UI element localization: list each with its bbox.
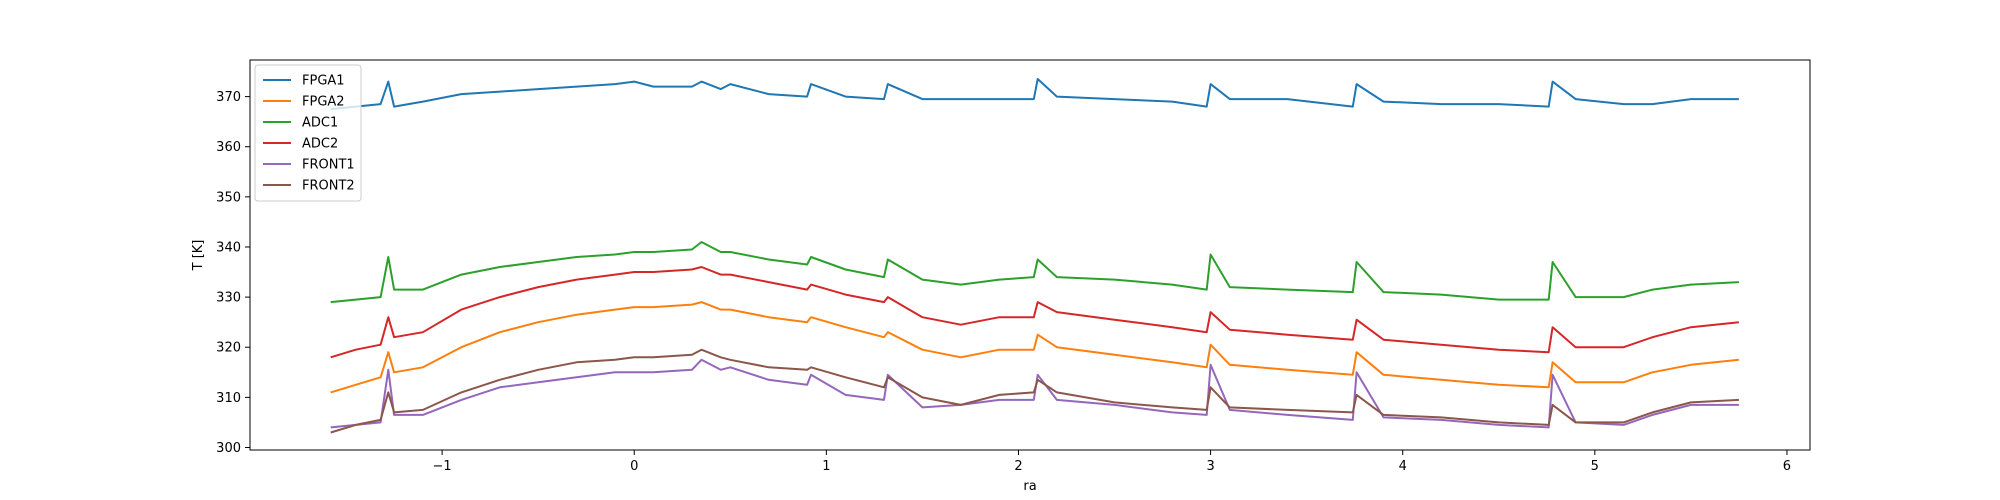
series-line-fpga1 bbox=[330, 78, 1739, 111]
x-tick-label: 4 bbox=[1399, 459, 1407, 474]
legend-label-fpga1: FPGA1 bbox=[302, 74, 345, 89]
series-line-adc1 bbox=[330, 241, 1739, 304]
legend-label-adc2: ADC2 bbox=[302, 137, 338, 152]
x-tick-label: 6 bbox=[1783, 459, 1791, 474]
y-tick-label: 330 bbox=[216, 291, 241, 306]
y-axis-ticks: 300 310 320 330 340 350 360 370 bbox=[216, 90, 250, 456]
y-axis-label: T [K] bbox=[191, 240, 206, 272]
legend-label-front1: FRONT1 bbox=[302, 158, 355, 173]
legend-label-fpga2: FPGA2 bbox=[302, 95, 345, 110]
series-line-front1 bbox=[330, 358, 1739, 429]
x-tick-label: 5 bbox=[1591, 459, 1599, 474]
legend-box bbox=[254, 64, 362, 202]
x-tick-label: 3 bbox=[1206, 459, 1214, 474]
x-tick-label: −1 bbox=[433, 459, 452, 474]
series-line-front2 bbox=[330, 348, 1739, 434]
legend: FPGA1 FPGA2 ADC1 ADC2 FRONT1 FRONT2 bbox=[254, 64, 362, 202]
x-tick-label: 1 bbox=[822, 459, 830, 474]
y-tick-label: 370 bbox=[216, 90, 241, 105]
x-axis-ticks: −1 0 1 2 3 4 5 6 bbox=[433, 450, 1791, 474]
y-tick-label: 350 bbox=[216, 190, 241, 205]
legend-items: FPGA1 FPGA2 ADC1 ADC2 FRONT1 FRONT2 bbox=[263, 74, 355, 194]
series-line-fpga2 bbox=[330, 301, 1740, 394]
x-tick-label: 0 bbox=[630, 459, 638, 474]
y-tick-label: 310 bbox=[216, 391, 241, 406]
x-axis-label: ra bbox=[1023, 479, 1036, 494]
y-tick-label: 360 bbox=[216, 140, 241, 155]
y-tick-label: 340 bbox=[216, 240, 241, 255]
plot-area: −1 0 1 2 3 4 5 6 300 310 320 330 340 350 360 370 bbox=[216, 59, 1811, 474]
y-tick-label: 320 bbox=[216, 341, 241, 356]
x-tick-label: 2 bbox=[1014, 459, 1022, 474]
axes-frame bbox=[249, 59, 1811, 451]
series-layer bbox=[330, 78, 1740, 434]
legend-label-front2: FRONT2 bbox=[302, 179, 355, 194]
y-tick-label: 300 bbox=[216, 441, 241, 456]
legend-label-adc1: ADC1 bbox=[302, 116, 338, 131]
series-line-adc2 bbox=[330, 266, 1740, 359]
